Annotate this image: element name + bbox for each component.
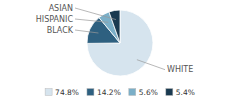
- slice-label: WHITE: [167, 65, 193, 74]
- legend-swatch: [129, 89, 136, 96]
- legend-swatch: [87, 89, 94, 96]
- leader-line: [75, 30, 98, 33]
- legend-swatch: [166, 89, 173, 96]
- legend-label: 5.4%: [176, 88, 195, 97]
- chart-container: ASIAN HISPANIC BLACK WHITE 74.8% 14.2% 5.6% 5.4…: [0, 0, 240, 100]
- legend-label: 14.2%: [97, 88, 121, 97]
- slice-label: ASIAN: [49, 4, 73, 13]
- legend-label: 5.6%: [139, 88, 158, 97]
- legend: 74.8% 14.2% 5.6% 5.4%: [45, 88, 195, 97]
- chart-svg: ASIAN HISPANIC BLACK WHITE 74.8% 14.2% 5.6% 5.4…: [0, 0, 240, 100]
- legend-item: 14.2%: [87, 88, 121, 97]
- leader-line: [75, 19, 108, 22]
- slice-label: HISPANIC: [36, 15, 74, 24]
- legend-item: 5.4%: [166, 88, 195, 97]
- legend-item: 74.8%: [45, 88, 79, 97]
- leader-line: [75, 8, 116, 20]
- leader-line: [137, 60, 165, 70]
- legend-item: 5.6%: [129, 88, 158, 97]
- pie-slice: [109, 10, 120, 43]
- slice-label: BLACK: [47, 26, 74, 35]
- legend-swatch: [45, 89, 52, 96]
- pie-slice: [87, 10, 153, 76]
- legend-label: 74.8%: [55, 88, 79, 97]
- slices: [87, 10, 153, 76]
- annotations: ASIAN HISPANIC BLACK WHITE: [36, 4, 193, 75]
